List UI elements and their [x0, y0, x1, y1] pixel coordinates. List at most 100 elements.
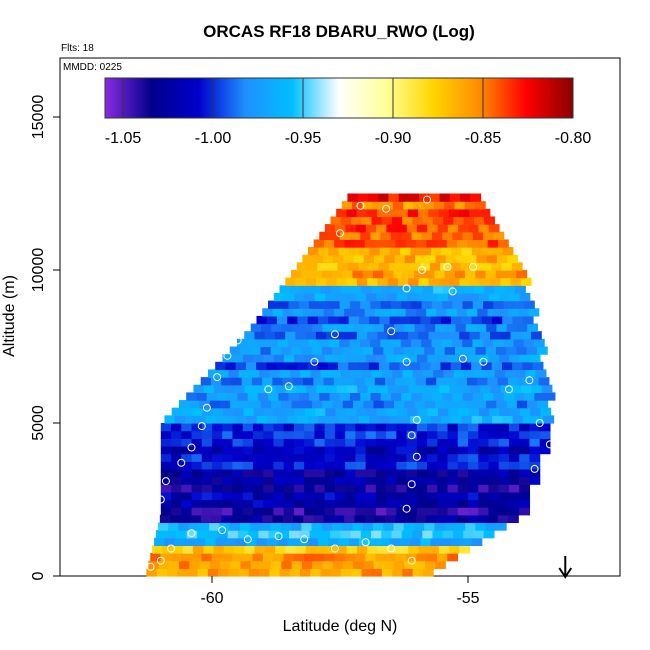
heatmap-cell	[404, 254, 416, 263]
heatmap-cell	[524, 300, 535, 309]
sample-point	[402, 284, 411, 293]
heatmap-cell	[459, 545, 471, 554]
heatmap-cell	[248, 568, 260, 577]
heatmap-cell	[304, 407, 316, 416]
heatmap-cell	[321, 522, 333, 531]
heatmap-cell	[345, 224, 357, 233]
heatmap-cell	[198, 522, 210, 531]
heatmap-cell	[271, 560, 283, 569]
heatmap-cell	[304, 430, 315, 439]
heatmap-cell	[304, 445, 315, 455]
heatmap-cell	[424, 560, 436, 569]
heatmap-cell	[212, 423, 223, 432]
heatmap-cell	[477, 514, 489, 524]
heatmap-cell	[334, 423, 346, 432]
heatmap-cell	[311, 270, 323, 279]
sample-point	[161, 477, 170, 486]
heatmap-cell	[191, 507, 203, 516]
heatmap-cell	[260, 323, 272, 332]
heatmap-cell	[515, 369, 526, 378]
heatmap-cell	[460, 361, 472, 371]
heatmap-cell	[502, 415, 514, 424]
heatmap-cell	[463, 369, 475, 378]
heatmap-cell	[250, 560, 262, 569]
heatmap-cell	[468, 292, 480, 302]
heatmap-cell	[427, 407, 439, 416]
heatmap-cell	[472, 300, 484, 309]
heatmap-cell	[437, 499, 449, 508]
heatmap-cell	[318, 338, 330, 348]
heatmap-cell	[191, 438, 203, 447]
heatmap-cell	[468, 407, 480, 416]
heatmap-cell	[342, 522, 354, 531]
heatmap-cell	[389, 315, 401, 325]
heatmap-cell	[460, 193, 471, 202]
heatmap-cell	[386, 445, 397, 455]
heatmap-cell	[466, 377, 478, 386]
heatmap-cell	[427, 476, 438, 485]
heatmap-cell	[396, 224, 408, 233]
heatmap-cell	[295, 545, 307, 554]
heatmap-cell	[508, 430, 520, 439]
heatmap-cell	[420, 415, 432, 424]
sample-point	[412, 415, 421, 424]
heatmap-cell	[373, 346, 384, 355]
heatmap-cell	[352, 522, 364, 531]
heatmap-cell	[335, 407, 347, 416]
heatmap-cell	[433, 201, 445, 210]
heatmap-cell	[283, 468, 295, 478]
heatmap-cell	[396, 354, 408, 363]
heatmap-cell	[435, 254, 447, 263]
heatmap-cell	[291, 323, 303, 332]
heatmap-cell	[395, 239, 407, 248]
heatmap-cell	[442, 231, 453, 240]
heatmap-cell	[268, 530, 280, 539]
heatmap-cell	[385, 377, 396, 386]
sample-point	[407, 556, 416, 565]
heatmap-cell	[396, 292, 408, 302]
heatmap-cell	[324, 453, 336, 462]
heatmap-cell	[193, 545, 204, 554]
heatmap-cell	[396, 476, 408, 485]
heatmap-cell	[516, 270, 528, 279]
heatmap-cell	[242, 468, 254, 478]
heatmap-cell	[160, 423, 172, 432]
heatmap-cell	[365, 553, 377, 562]
heatmap-cell	[377, 277, 389, 286]
heatmap-cell	[160, 445, 172, 455]
heatmap-cell	[397, 277, 409, 286]
heatmap-cell	[443, 369, 455, 378]
heatmap-cell	[417, 407, 429, 416]
heatmap-cell	[436, 377, 448, 386]
sample-point	[361, 538, 370, 547]
heatmap-cell	[293, 430, 305, 439]
heatmap-cell	[457, 438, 469, 447]
heatmap-cell	[181, 491, 193, 501]
heatmap-cell	[291, 560, 303, 569]
heatmap-cell	[242, 499, 254, 508]
heatmap-cell	[521, 384, 532, 393]
heatmap-cell	[478, 423, 490, 432]
heatmap-cell	[375, 476, 387, 485]
heatmap-cell	[238, 568, 250, 577]
heatmap-cell	[215, 415, 227, 424]
heatmap-cell	[186, 392, 198, 401]
heatmap-cell	[239, 522, 251, 531]
heatmap-cell	[211, 514, 222, 524]
heatmap-cell	[379, 361, 390, 371]
heatmap-cell	[394, 560, 405, 569]
heatmap-cell	[304, 453, 315, 462]
heatmap-cell	[351, 568, 363, 577]
heatmap-cell	[502, 315, 514, 325]
heatmap-cell	[478, 507, 490, 516]
heatmap-cell	[434, 400, 446, 409]
heatmap-cell	[345, 507, 356, 516]
heatmap-cell	[488, 484, 500, 493]
heatmap-cell	[310, 369, 322, 378]
colorbar-tick-label: -1.00	[195, 130, 232, 147]
heatmap-cell	[232, 553, 243, 562]
heatmap-cell	[201, 476, 213, 485]
heatmap-cell	[518, 377, 529, 386]
heatmap-cell	[355, 445, 367, 455]
heatmap-cell	[373, 400, 385, 409]
